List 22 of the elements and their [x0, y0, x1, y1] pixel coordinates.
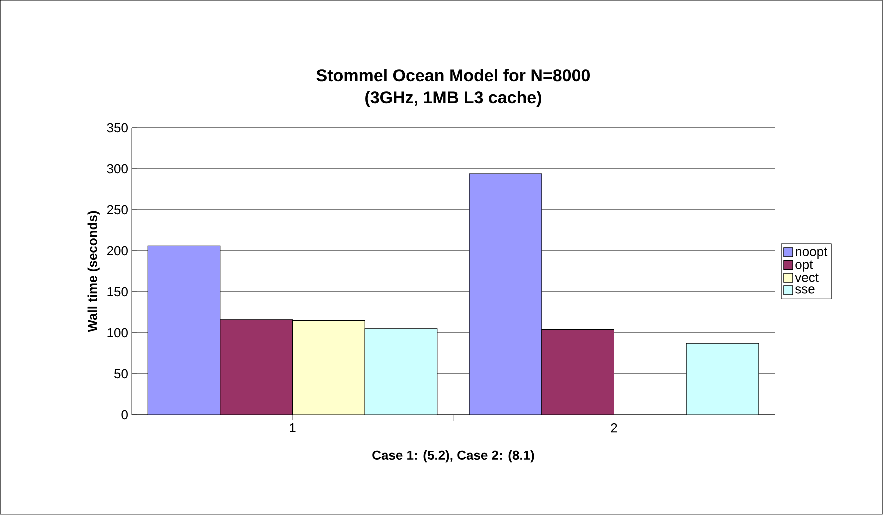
y-axis-title: Wall time (seconds) — [88, 211, 100, 332]
bar — [542, 329, 615, 415]
y-tick-label: 200 — [107, 246, 128, 256]
y-tick-label: 300 — [107, 164, 128, 174]
y-tick-label: 150 — [108, 287, 128, 297]
chart-subtitle: (3GHz, 1MB L3 cache) — [366, 91, 542, 107]
y-tick-label: 0 — [122, 410, 128, 420]
x-axis-title: Case 1: (5.2), Case 2: (8.1) — [372, 450, 534, 463]
chart-title: Stommel Ocean Model for N=8000 — [316, 69, 590, 82]
x-tick-label: 2 — [611, 424, 618, 433]
legend-label: noopt — [796, 248, 828, 259]
bar — [148, 246, 221, 415]
legend-label: vect — [795, 274, 819, 282]
legend-label: sse — [795, 286, 815, 294]
y-tick-label: 350 — [107, 123, 128, 133]
x-tick-label: 1 — [290, 424, 296, 432]
bar — [469, 174, 542, 415]
y-tick-label: 100 — [108, 328, 128, 338]
bar — [220, 320, 294, 415]
y-tick-label: 50 — [114, 369, 128, 379]
legend-label: opt — [796, 260, 814, 272]
y-tick-label: 250 — [107, 205, 128, 215]
